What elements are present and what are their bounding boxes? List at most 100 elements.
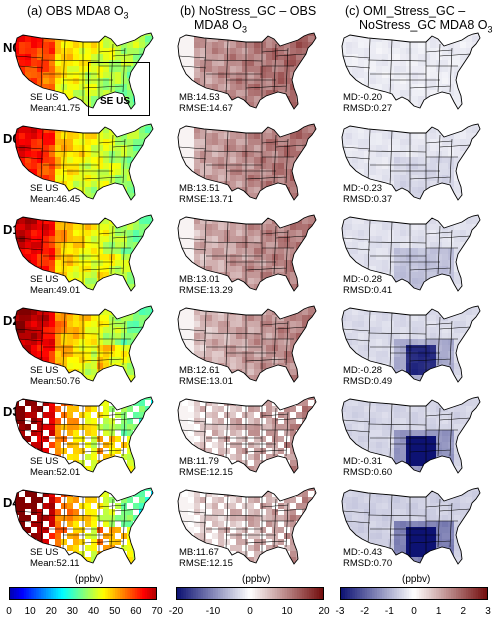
map-grid-cell xyxy=(157,230,161,236)
map-grid-cell xyxy=(442,339,448,345)
map-grid-cell xyxy=(230,266,236,272)
map-grid-cell xyxy=(478,254,480,260)
map-grid-cell xyxy=(296,381,302,382)
map-grid-cell xyxy=(79,260,85,266)
map-grid-cell xyxy=(109,78,115,84)
map-grid-cell xyxy=(442,248,448,254)
map-grid-cell xyxy=(290,60,296,66)
map-grid-cell xyxy=(109,187,115,193)
map-grid-cell xyxy=(460,387,466,393)
map-grid-cell xyxy=(454,321,460,327)
map-grid-cell xyxy=(109,33,115,36)
map-grid-cell xyxy=(466,230,472,236)
map-grid-cell xyxy=(430,187,436,193)
map-grid-cell xyxy=(212,260,218,266)
map-grid-cell xyxy=(212,157,218,163)
map-grid-cell xyxy=(115,205,121,211)
map-grid-cell xyxy=(260,108,266,109)
map-grid-cell xyxy=(442,163,448,169)
map-grid-cell xyxy=(182,224,188,230)
map-grid-cell xyxy=(79,151,85,157)
map-grid-cell xyxy=(31,72,37,78)
map-grid-cell xyxy=(127,248,133,254)
map-grid-cell xyxy=(61,309,67,315)
map-grid-cell xyxy=(412,66,418,72)
map-grid-cell xyxy=(115,387,121,393)
map-grid-cell xyxy=(43,248,49,254)
map-grid-cell xyxy=(206,230,212,236)
map-grid-cell xyxy=(157,478,161,484)
map-grid-cell xyxy=(448,145,454,151)
map-grid-cell xyxy=(157,205,161,211)
map-grid-cell xyxy=(19,460,25,466)
map-grid-cell xyxy=(176,296,182,302)
map-grid-cell xyxy=(121,296,127,302)
map-grid-cell xyxy=(448,284,454,290)
map-grid-cell xyxy=(430,127,436,133)
map-grid-cell xyxy=(290,84,296,90)
map-grid-cell xyxy=(224,181,230,187)
map-grid-cell xyxy=(284,224,290,230)
map-grid-cell xyxy=(296,387,302,393)
map-grid-cell xyxy=(103,436,109,442)
map-grid-cell xyxy=(178,327,182,333)
map-grid-cell xyxy=(248,145,254,151)
map-grid-cell xyxy=(67,321,73,327)
map-grid-cell xyxy=(145,442,151,448)
map-grid-cell xyxy=(460,139,466,145)
map-grid-cell xyxy=(206,306,212,309)
map-grid-cell xyxy=(236,242,242,248)
map-grid-cell xyxy=(460,230,466,236)
map-grid-cell xyxy=(346,327,352,333)
map-grid-cell xyxy=(91,124,97,127)
map-grid-cell xyxy=(308,369,314,375)
map-grid-cell xyxy=(418,218,424,224)
map-grid-cell xyxy=(25,242,31,248)
map-grid-cell xyxy=(25,400,31,406)
map-grid-cell xyxy=(248,296,254,302)
map-grid-cell xyxy=(376,124,382,127)
map-grid-cell xyxy=(436,375,442,381)
map-grid-cell xyxy=(272,306,278,309)
map-grid-cell xyxy=(91,90,97,96)
map-grid-cell xyxy=(320,278,324,284)
map-grid-cell xyxy=(55,205,61,211)
map-grid-cell xyxy=(194,139,200,145)
map-grid-cell xyxy=(320,321,324,327)
map-grid-cell xyxy=(418,78,424,84)
map-grid-cell xyxy=(448,36,454,42)
map-grid-cell xyxy=(139,357,145,363)
state-borders xyxy=(15,129,144,193)
map-grid-cell xyxy=(478,42,480,48)
map-grid-cell xyxy=(320,363,324,369)
map-grid-cell xyxy=(484,218,488,224)
map-grid-cell xyxy=(157,224,161,230)
map-grid-cell xyxy=(478,278,480,284)
map-grid-cell xyxy=(442,254,448,260)
map-grid-cell xyxy=(145,327,151,333)
map-grid-cell xyxy=(206,175,212,181)
map-grid-cell xyxy=(242,351,248,357)
map-grid-cell xyxy=(358,157,364,163)
map-grid-cell xyxy=(43,163,49,169)
map-grid-cell xyxy=(91,248,97,254)
map-grid-cell xyxy=(454,187,460,193)
map-grid-cell xyxy=(230,272,236,278)
map-grid-cell xyxy=(394,199,400,200)
map-grid-cell xyxy=(382,66,388,72)
map-grid-cell xyxy=(424,387,430,393)
map-grid-cell xyxy=(37,36,43,42)
map-grid-cell xyxy=(188,230,194,236)
map-grid-cell xyxy=(342,42,346,48)
map-grid-cell xyxy=(25,430,31,436)
map-grid-cell xyxy=(79,309,85,315)
map-grid-cell xyxy=(109,54,115,60)
map-grid-cell xyxy=(260,315,266,321)
map-grid-cell xyxy=(266,124,272,127)
map-grid-cell xyxy=(436,357,442,363)
map-grid-cell xyxy=(418,157,424,163)
map-grid-cell xyxy=(43,218,49,224)
map-grid-cell xyxy=(418,84,424,90)
map-grid-cell xyxy=(352,84,358,90)
map-grid-cell xyxy=(37,205,43,211)
